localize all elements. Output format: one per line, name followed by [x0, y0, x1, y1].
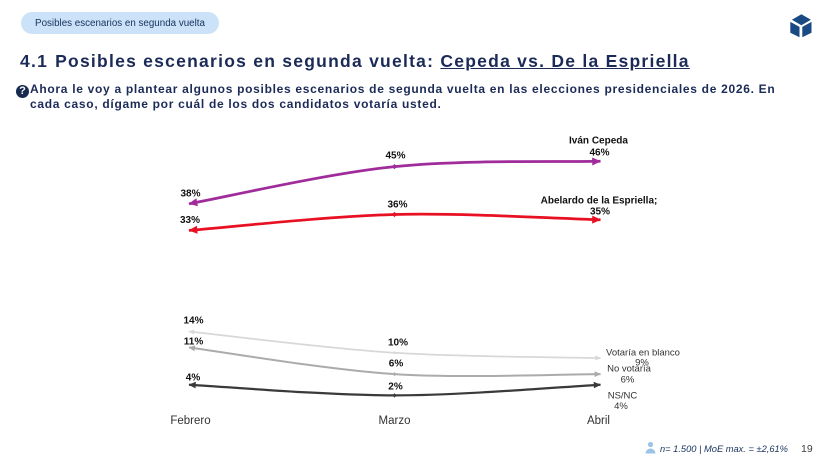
svg-text:Abril: Abril	[587, 415, 610, 427]
svg-text:46%: 46%	[589, 148, 609, 159]
svg-text:Votaría en blanco: Votaría en blanco	[606, 348, 680, 359]
svg-text:4%: 4%	[186, 373, 201, 384]
svg-text:2%: 2%	[388, 382, 403, 393]
svg-text:11%: 11%	[184, 337, 204, 348]
svg-text:10%: 10%	[388, 338, 408, 349]
svg-text:Marzo: Marzo	[379, 415, 411, 427]
svg-text:6%: 6%	[621, 375, 635, 386]
svg-text:4%: 4%	[614, 401, 628, 412]
svg-text:NS/NC: NS/NC	[608, 391, 638, 402]
svg-text:Iván Cepeda: Iván Cepeda	[569, 136, 628, 147]
svg-text:36%: 36%	[387, 200, 407, 211]
svg-text:Abelardo de la Espriella;: Abelardo de la Espriella;	[541, 196, 658, 207]
svg-text:9%: 9%	[635, 358, 649, 369]
svg-text:35%: 35%	[590, 207, 610, 218]
svg-text:Febrero: Febrero	[170, 415, 210, 427]
svg-text:14%: 14%	[183, 316, 203, 327]
svg-text:6%: 6%	[389, 359, 404, 370]
svg-text:45%: 45%	[385, 151, 405, 162]
svg-text:No votaría: No votaría	[607, 364, 652, 375]
svg-text:38%: 38%	[180, 189, 200, 200]
svg-text:33%: 33%	[180, 215, 200, 226]
